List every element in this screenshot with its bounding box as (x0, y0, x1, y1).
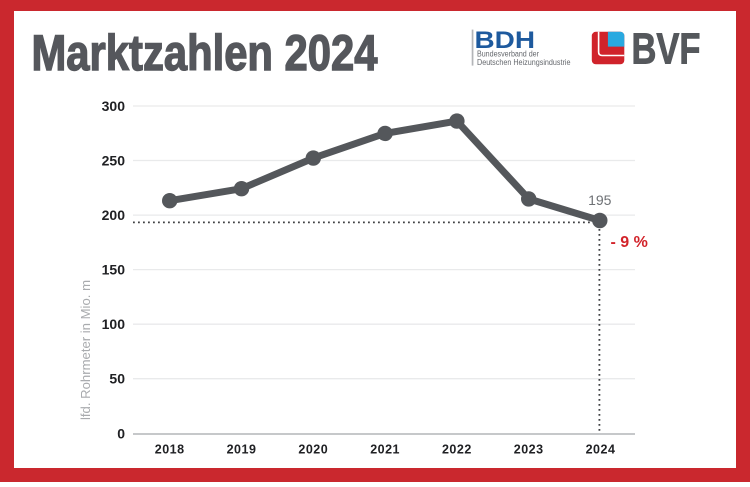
svg-text:150: 150 (102, 262, 126, 278)
svg-text:2023: 2023 (514, 442, 544, 456)
svg-text:2021: 2021 (370, 442, 400, 456)
svg-text:100: 100 (102, 316, 126, 332)
svg-text:2018: 2018 (155, 442, 185, 456)
svg-text:0: 0 (117, 425, 125, 441)
svg-text:2019: 2019 (227, 442, 257, 456)
svg-text:Bundesverband der: Bundesverband der (477, 49, 539, 58)
svg-text:lfd. Rohrmeter in Mio. m: lfd. Rohrmeter in Mio. m (79, 280, 93, 420)
svg-text:2020: 2020 (298, 442, 328, 456)
svg-text:200: 200 (102, 207, 126, 223)
svg-text:250: 250 (102, 153, 126, 169)
svg-text:Marktzahlen 2024: Marktzahlen 2024 (32, 25, 378, 81)
svg-text:2022: 2022 (442, 442, 472, 456)
svg-text:2024: 2024 (586, 442, 616, 456)
svg-text:Deutschen Heizungsindustrie: Deutschen Heizungsindustrie (477, 58, 571, 67)
svg-text:BDH: BDH (475, 27, 536, 54)
svg-text:BVF: BVF (632, 25, 701, 73)
svg-text:195: 195 (588, 192, 612, 208)
svg-text:50: 50 (109, 371, 125, 387)
svg-text:- 9 %: - 9 % (611, 234, 648, 251)
svg-text:300: 300 (102, 98, 126, 114)
